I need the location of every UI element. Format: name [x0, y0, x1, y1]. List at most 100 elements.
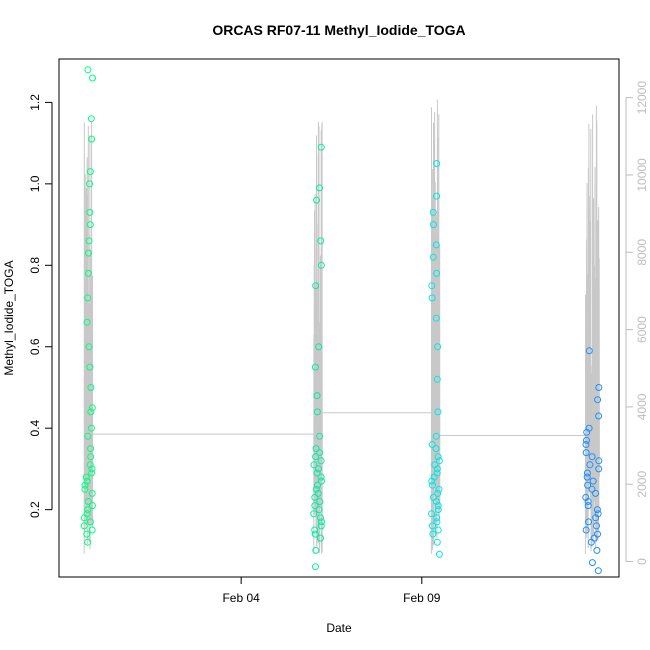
data-point — [86, 208, 94, 216]
data-point — [312, 485, 320, 493]
data-point — [83, 318, 91, 326]
data-point — [316, 498, 324, 505]
data-point — [584, 502, 592, 510]
data-point — [83, 477, 91, 485]
data-point — [316, 449, 324, 457]
data-point — [85, 237, 93, 245]
data-point — [84, 66, 92, 74]
data-point — [433, 160, 441, 167]
data-point — [429, 253, 437, 261]
axes-layer: 0.2 0.4 0.6 0.8 1.0 1.2 0 2000 4000 6000 8000 10000… — [28, 81, 649, 605]
x-axis-label: Date — [326, 621, 352, 635]
data-point — [429, 208, 437, 216]
data-point — [595, 412, 603, 420]
data-point — [315, 465, 322, 473]
data-point — [88, 404, 96, 412]
data-point — [589, 477, 597, 485]
data-point — [433, 514, 441, 522]
data-point — [593, 522, 600, 530]
data-point — [429, 493, 437, 501]
data-point — [432, 241, 440, 249]
data-point — [311, 502, 319, 510]
data-point — [316, 184, 323, 192]
y-tick-label: 1.2 — [28, 94, 42, 111]
data-point — [583, 436, 590, 444]
data-point — [593, 506, 601, 514]
data-point — [86, 180, 93, 188]
data-point — [434, 343, 442, 351]
data-point — [311, 363, 319, 371]
data-point — [434, 453, 442, 461]
data-point — [429, 530, 437, 538]
data-point — [434, 526, 442, 534]
data-point — [85, 343, 93, 351]
data-point — [594, 567, 602, 575]
data-point — [583, 428, 591, 436]
data-point — [84, 538, 92, 546]
y-tick-label: 0.8 — [28, 257, 42, 274]
data-point — [311, 526, 319, 534]
data-point — [315, 506, 323, 514]
altitude-layer — [83, 99, 600, 554]
data-point — [582, 526, 590, 534]
data-point — [434, 502, 442, 510]
data-point — [428, 477, 436, 485]
data-point — [584, 498, 592, 505]
data-point — [86, 221, 94, 229]
data-point — [84, 498, 92, 505]
data-point — [582, 441, 590, 448]
data-point — [433, 375, 441, 383]
data-point — [595, 384, 603, 391]
data-point — [83, 510, 91, 518]
data-point — [593, 546, 601, 554]
data-point — [81, 481, 89, 489]
data-point — [592, 489, 599, 497]
data-point — [588, 485, 596, 493]
data-point — [314, 489, 322, 497]
data-point — [433, 538, 441, 546]
data-point — [312, 453, 320, 461]
data-point — [86, 168, 94, 176]
data-point — [84, 249, 92, 257]
data-point — [88, 526, 96, 534]
data-point — [433, 518, 441, 526]
y-tick-label: 1.0 — [28, 175, 42, 192]
data-point — [87, 445, 95, 453]
data-point — [88, 135, 96, 143]
data-point — [318, 518, 325, 526]
data-point — [87, 408, 95, 416]
data-point — [87, 424, 95, 432]
data-point — [313, 392, 321, 400]
data-point — [428, 282, 436, 290]
data-point — [84, 506, 92, 514]
y-tick-label: 0.4 — [28, 420, 42, 437]
data-point — [313, 196, 321, 204]
y2-tick-label: 12000 — [635, 81, 649, 115]
data-point — [313, 408, 321, 416]
data-point — [313, 469, 321, 477]
data-point — [311, 493, 319, 501]
data-point — [317, 534, 324, 542]
data-point — [594, 510, 602, 518]
y-tick-label: 0.2 — [28, 501, 42, 518]
data-point — [88, 502, 96, 510]
data-point — [84, 294, 92, 302]
data-point — [88, 465, 96, 473]
data-point — [595, 465, 603, 473]
data-point — [317, 457, 325, 465]
data-point — [318, 477, 325, 485]
data-point — [311, 530, 319, 538]
y2-tick-label: 10000 — [635, 158, 649, 192]
data-point — [588, 453, 596, 461]
data-point — [81, 485, 89, 493]
data-point — [86, 461, 94, 469]
data-point — [432, 314, 440, 322]
data-point — [585, 518, 593, 526]
data-point — [433, 469, 441, 477]
data-point — [428, 441, 436, 448]
y2-tick-label: 4000 — [635, 393, 649, 420]
chart-title: ORCAS RF07-11 Methyl_Iodide_TOGA — [212, 22, 465, 38]
data-point — [312, 282, 320, 290]
